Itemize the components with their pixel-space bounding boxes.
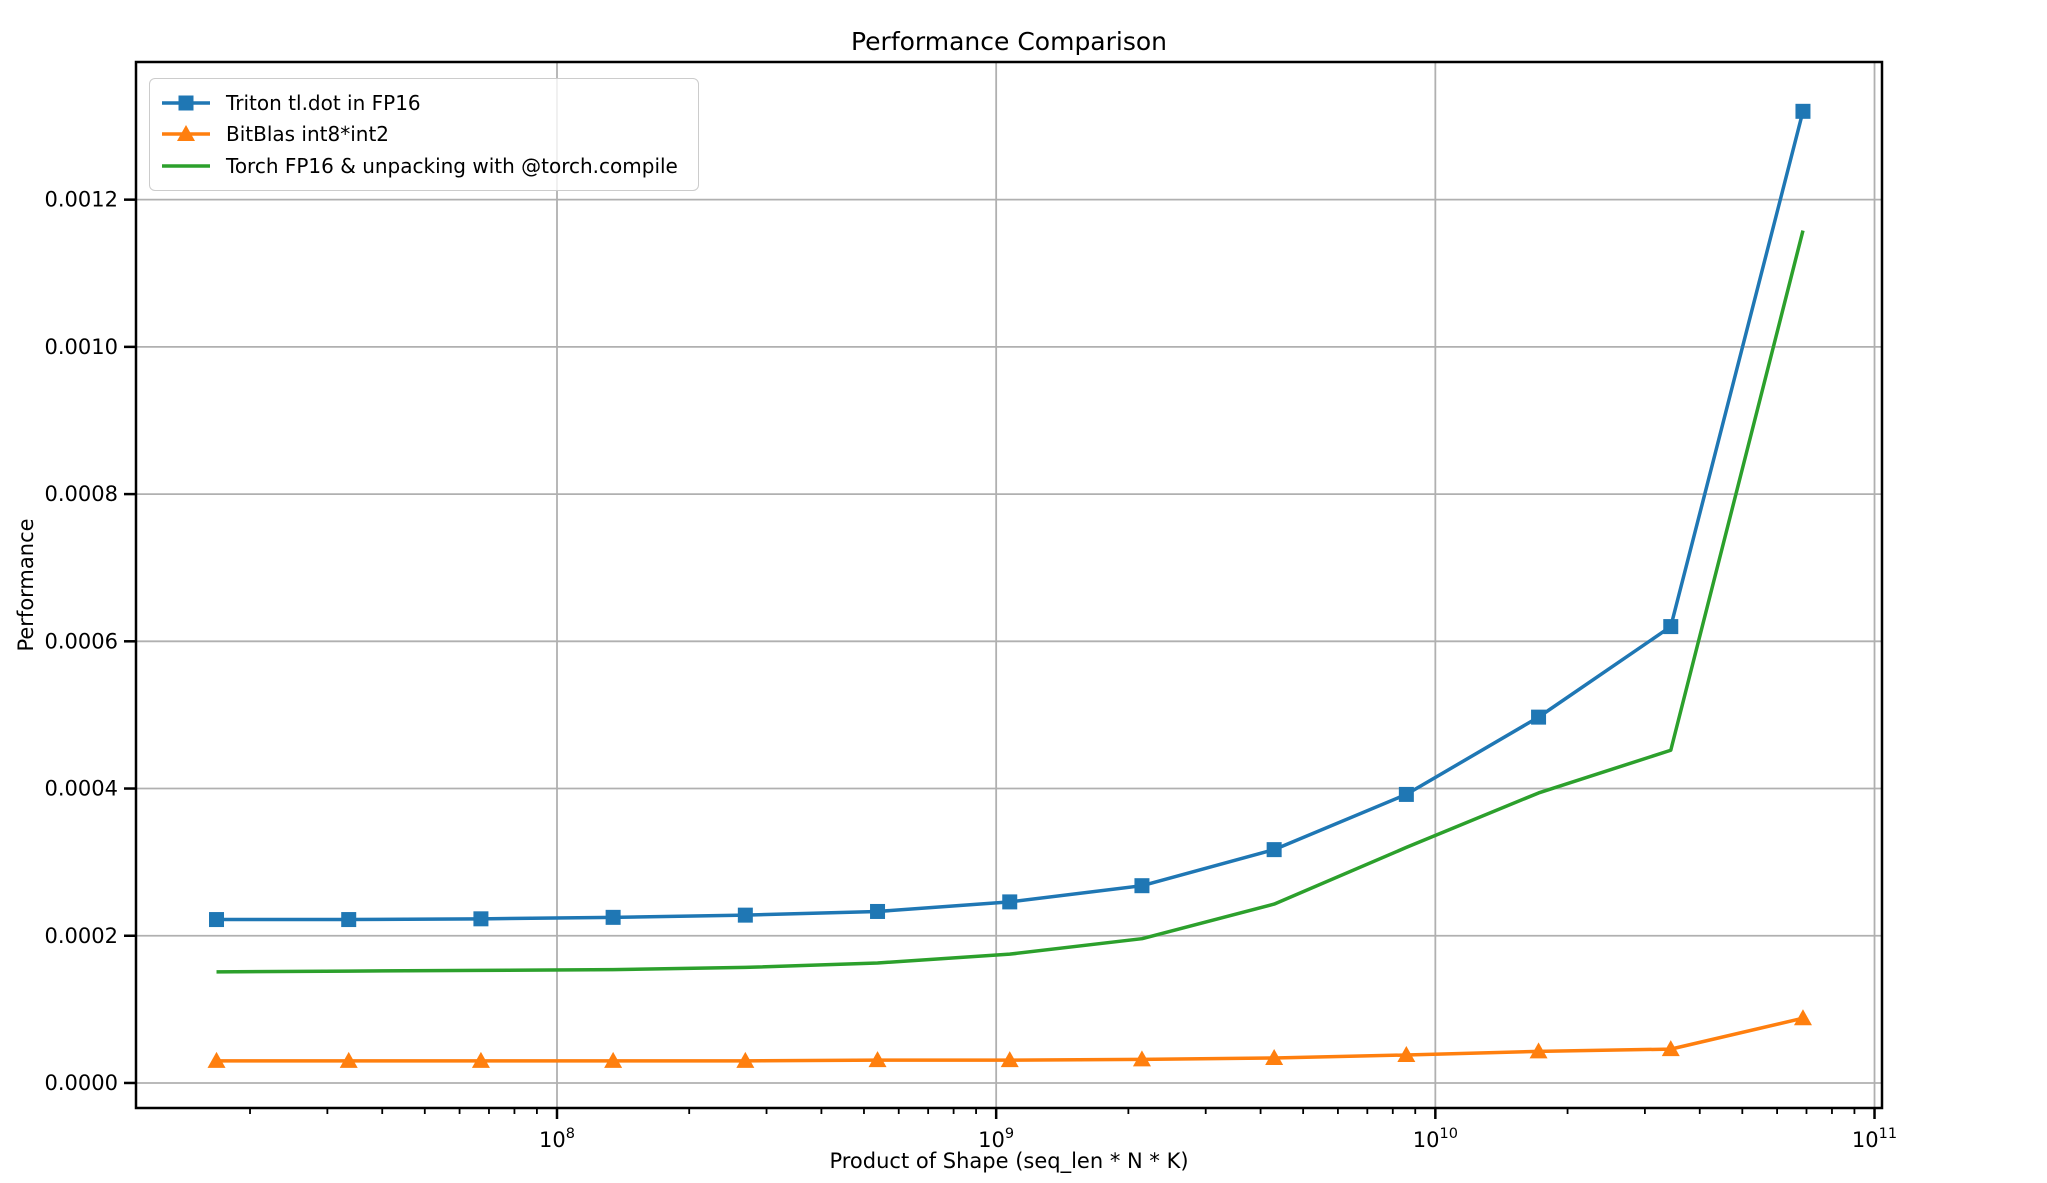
legend-item: Torch FP16 & unpacking with @torch.compi…	[162, 154, 686, 178]
legend-label: Triton tl.dot in FP16	[226, 90, 421, 115]
marker-triangle	[207, 1051, 226, 1068]
marker-square	[473, 911, 489, 927]
marker-square	[1266, 842, 1282, 858]
marker-square	[209, 912, 225, 928]
marker-triangle	[1397, 1046, 1416, 1063]
y-tick-label: 0.0002	[45, 924, 118, 948]
legend-label: BitBlas int8*int2	[226, 122, 390, 147]
y-tick-label: 0.0004	[45, 777, 118, 801]
marker-triangle	[471, 1051, 490, 1068]
legend-sample-triangle	[162, 125, 210, 142]
legend-label: Torch FP16 & unpacking with @torch.compi…	[226, 154, 678, 179]
legend-item: Triton tl.dot in FP16	[162, 91, 686, 115]
marker-square	[1002, 894, 1018, 910]
marker-triangle	[1000, 1051, 1019, 1068]
marker-square	[1531, 709, 1547, 725]
marker-square	[737, 907, 753, 923]
legend-sample-square	[162, 95, 210, 111]
marker-triangle	[1265, 1048, 1284, 1065]
marker-square	[1663, 619, 1679, 635]
marker-triangle	[1132, 1050, 1151, 1067]
marker-triangle	[1793, 1009, 1812, 1026]
marker-square	[1398, 786, 1414, 802]
marker-square	[605, 909, 621, 925]
marker-square	[1795, 103, 1811, 119]
marker-triangle	[736, 1051, 755, 1068]
y-tick-label: 0.0000	[45, 1071, 118, 1095]
y-axis-label: Performance	[14, 518, 38, 652]
y-tick-label: 0.0008	[45, 482, 118, 506]
legend-item: BitBlas int8*int2	[162, 122, 686, 146]
marker-square	[341, 912, 357, 928]
axes-spines	[134, 60, 1884, 1110]
marker-triangle	[868, 1051, 887, 1068]
marker-triangle	[1661, 1040, 1680, 1057]
series-line-0	[216, 110, 1805, 922]
marker-triangle	[1529, 1042, 1548, 1059]
legend-sample-line	[162, 164, 210, 168]
marker-triangle	[604, 1051, 623, 1068]
marker-triangle	[339, 1051, 358, 1068]
legend: Triton tl.dot in FP16 BitBlas int8*int2 To…	[149, 78, 699, 191]
y-tick-label: 0.0012	[45, 188, 118, 212]
chart-title: Performance Comparison	[850, 27, 1168, 56]
marker-square	[870, 903, 886, 919]
y-tick-label: 0.0006	[45, 629, 118, 653]
series-line-2	[216, 230, 1805, 974]
x-axis-label: Product of Shape (seq_len * N * K)	[829, 1149, 1189, 1173]
marker-square	[1134, 878, 1150, 894]
y-tick-label: 0.0010	[45, 335, 118, 359]
